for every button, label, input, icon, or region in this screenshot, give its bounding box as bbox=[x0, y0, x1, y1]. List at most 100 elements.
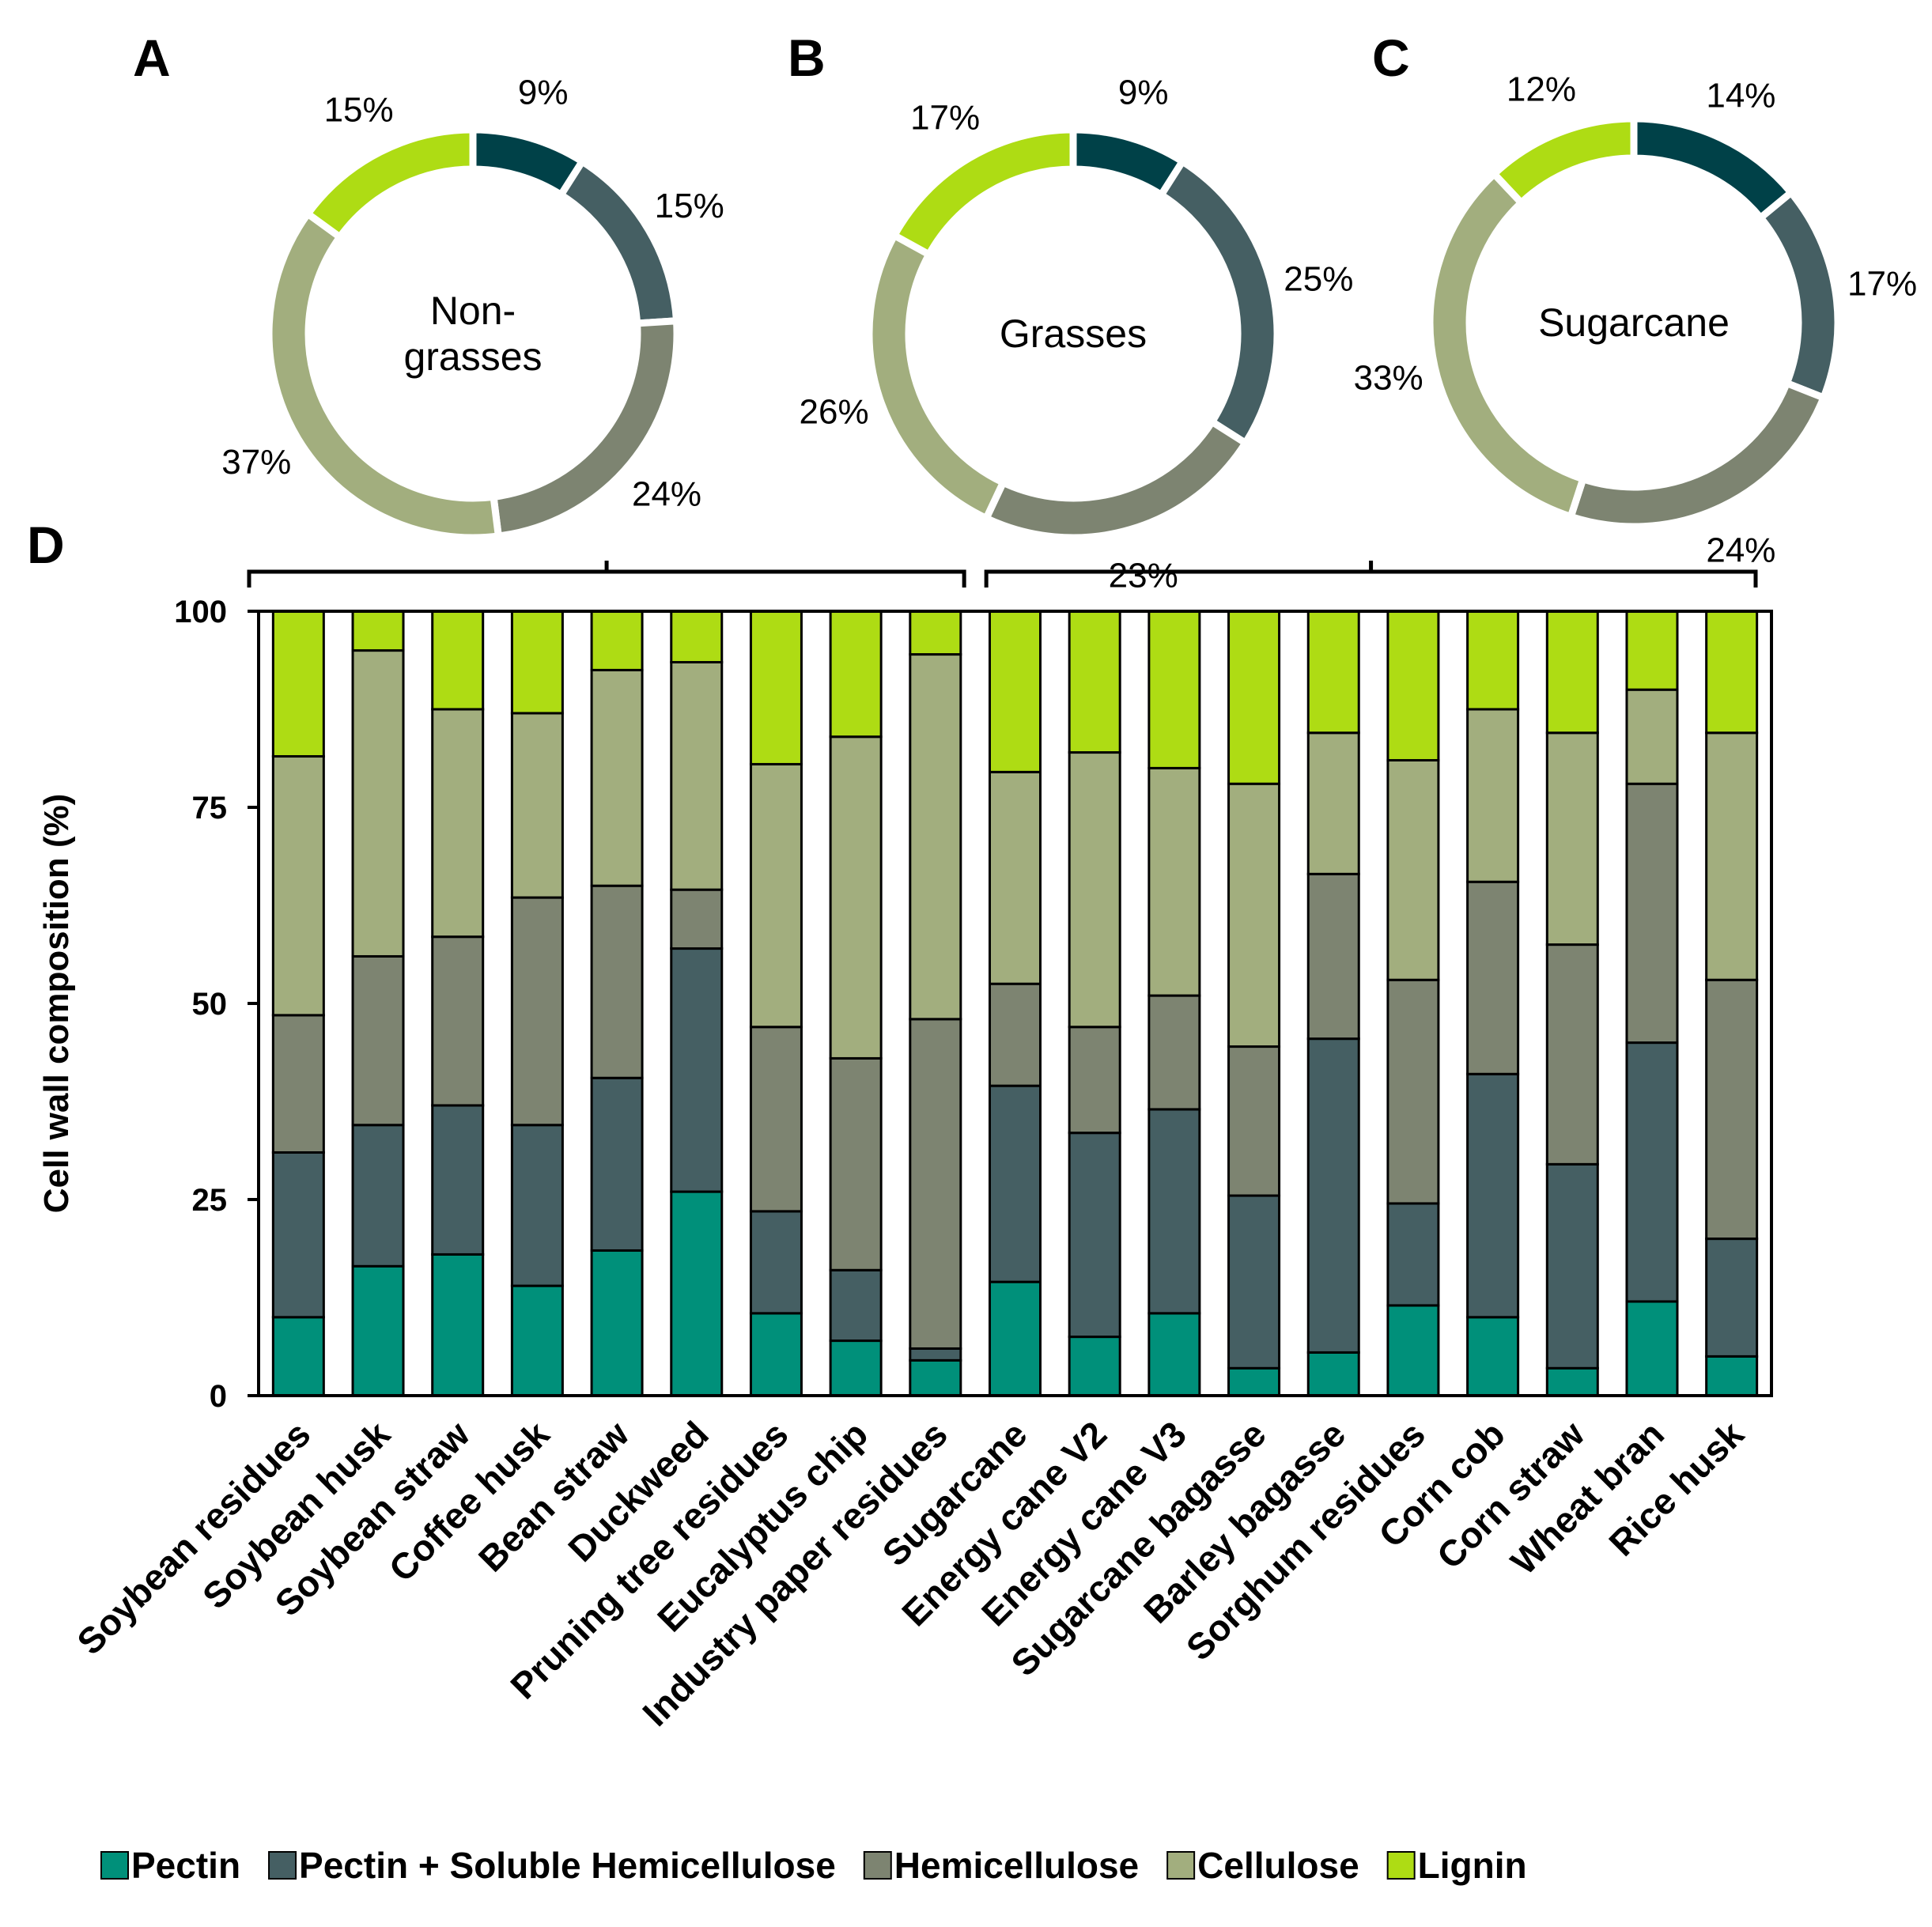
bar-segment-lignin bbox=[1386, 610, 1440, 761]
bar-segment-lignin bbox=[431, 610, 485, 711]
bar-segment-hemicellulose bbox=[590, 884, 644, 1079]
bar-segment-hemicellulose bbox=[1625, 782, 1679, 1045]
donut-c-pct-label: 33% bbox=[1354, 358, 1423, 397]
bar-segment-pectin-soluble-hemicellulose bbox=[590, 1076, 644, 1252]
legend: Pectin Pectin + Soluble Hemicellulose Hemi… bbox=[100, 1845, 1527, 1886]
bar-segment-lignin bbox=[989, 610, 1042, 773]
bar-stack bbox=[431, 610, 485, 1397]
legend-swatch bbox=[268, 1851, 297, 1880]
donut-panel-c: C 14% 17% 24% 33% 12% Sugarcane bbox=[1354, 28, 1918, 570]
bar-stack bbox=[1466, 610, 1520, 1397]
bar-stack bbox=[590, 610, 644, 1397]
donut-c-pct-label: 24% bbox=[1706, 531, 1775, 570]
bar-segment-pectin-soluble-hemicellulose bbox=[1545, 1162, 1599, 1370]
bar-segment-hemicellulose bbox=[1147, 994, 1201, 1111]
bar-segment-lignin bbox=[351, 610, 405, 652]
legend-swatch bbox=[863, 1851, 892, 1880]
bar-stack bbox=[1306, 610, 1360, 1397]
bar-segment-lignin bbox=[271, 610, 325, 758]
bar-segment-lignin bbox=[1545, 610, 1599, 735]
donut-c-pct-label: 14% bbox=[1706, 76, 1775, 115]
bar-segment-hemicellulose bbox=[670, 888, 724, 950]
bar-segment-cellulose bbox=[909, 653, 962, 1021]
donut-a-slice-lignin bbox=[302, 126, 477, 243]
bar-segment-pectin bbox=[1625, 1300, 1679, 1397]
donut-b-slice-cellulose bbox=[865, 230, 1008, 523]
bar-segment-cellulose bbox=[431, 708, 485, 939]
bar-segment-pectin-soluble-hemicellulose bbox=[989, 1084, 1042, 1283]
bar-stack bbox=[1147, 610, 1201, 1397]
donut-c-slice-cellulose bbox=[1426, 168, 1588, 522]
bar-segment-lignin bbox=[909, 610, 962, 656]
bar-segment-cellulose bbox=[510, 712, 564, 899]
bar-segment-pectin-soluble-hemicellulose bbox=[670, 947, 724, 1193]
donut-c-slice-hemicellulose bbox=[1566, 378, 1828, 531]
bar-segment-cellulose bbox=[1306, 731, 1360, 875]
bar-stack bbox=[1386, 610, 1440, 1397]
bracket-grasses bbox=[984, 561, 1758, 588]
y-tick-label: 75 bbox=[192, 791, 228, 826]
donut-a-pct-label: 15% bbox=[655, 187, 724, 225]
bar-segment-cellulose bbox=[271, 755, 325, 1017]
legend-item-hemicellulose: Hemicellulose bbox=[863, 1845, 1139, 1886]
bar-stack bbox=[1068, 610, 1121, 1397]
bar-segment-cellulose bbox=[749, 762, 803, 1029]
donut-b-slice-lignin bbox=[889, 126, 1077, 259]
panel-letter-b: B bbox=[788, 28, 826, 87]
donut-b-pct-label: 26% bbox=[800, 392, 869, 431]
bar-segment-lignin bbox=[1466, 610, 1520, 711]
bar-segment-pectin bbox=[431, 1253, 485, 1397]
donut-a-pct-label: 24% bbox=[632, 475, 701, 514]
panel-letter-c: C bbox=[1372, 28, 1410, 87]
bar-segment-pectin bbox=[829, 1339, 883, 1397]
legend-swatch bbox=[1166, 1851, 1196, 1880]
bar-stack bbox=[351, 610, 405, 1397]
bar-stack bbox=[1625, 610, 1679, 1397]
bar-segment-hemicellulose bbox=[510, 896, 564, 1127]
bar-segment-lignin bbox=[670, 610, 724, 663]
bar-segment-pectin-soluble-hemicellulose bbox=[351, 1124, 405, 1268]
bar-segment-lignin bbox=[1705, 610, 1759, 735]
bar-segment-pectin bbox=[1466, 1316, 1520, 1397]
bar-segment-cellulose bbox=[1227, 782, 1281, 1049]
bar-segment-hemicellulose bbox=[749, 1026, 803, 1213]
bar-segment-hemicellulose bbox=[989, 982, 1042, 1087]
legend-item-lignin: Lignin bbox=[1386, 1845, 1527, 1886]
bar-segment-lignin bbox=[590, 610, 644, 671]
bar-stack bbox=[1545, 610, 1599, 1397]
bar-segment-cellulose bbox=[1386, 758, 1440, 981]
y-tick-label: 100 bbox=[174, 595, 227, 629]
y-axis-label: Cell wall composition (%) bbox=[37, 794, 76, 1214]
bar-segment-pectin bbox=[670, 1190, 724, 1397]
donut-a-pct-label: 9% bbox=[518, 74, 569, 112]
donut-c-slice-pectin bbox=[1630, 115, 1797, 223]
bar-segment-hemicellulose bbox=[1705, 978, 1759, 1241]
legend-label: Pectin + Soluble Hemicellulose bbox=[299, 1845, 836, 1886]
y-tick-label: 50 bbox=[192, 987, 228, 1022]
donut-center-label: Non- bbox=[430, 289, 516, 333]
legend-item-pectin-soluble-hemicellulose: Pectin + Soluble Hemicellulose bbox=[268, 1845, 836, 1886]
panel-letter-a: A bbox=[133, 28, 171, 87]
donut-b-pct-label: 17% bbox=[910, 98, 980, 137]
bar-segment-pectin bbox=[510, 1284, 564, 1397]
bar-segment-pectin-soluble-hemicellulose bbox=[1625, 1041, 1679, 1303]
bar-segment-hemicellulose bbox=[271, 1014, 325, 1154]
bar-segment-hemicellulose bbox=[1068, 1026, 1121, 1135]
bar-segment-pectin-soluble-hemicellulose bbox=[1227, 1194, 1281, 1370]
bar-segment-lignin bbox=[1306, 610, 1360, 735]
donut-center-label: Grasses bbox=[1000, 312, 1147, 356]
bar-segment-pectin-soluble-hemicellulose bbox=[1147, 1108, 1201, 1315]
bar-segment-pectin-soluble-hemicellulose bbox=[1466, 1072, 1520, 1319]
bar-segment-pectin bbox=[1386, 1304, 1440, 1397]
bar-segment-cellulose bbox=[590, 668, 644, 887]
bar-segment-hemicellulose bbox=[1227, 1045, 1281, 1197]
bar-segment-lignin bbox=[1227, 610, 1281, 785]
bar-segment-pectin-soluble-hemicellulose bbox=[510, 1124, 564, 1287]
donut-a-pct-label: 15% bbox=[324, 91, 394, 130]
bar-segment-cellulose bbox=[351, 649, 405, 958]
bar-segment-pectin bbox=[989, 1280, 1042, 1397]
bar-segment-pectin-soluble-hemicellulose bbox=[431, 1104, 485, 1256]
y-tick-label: 0 bbox=[210, 1379, 227, 1414]
bar-segment-lignin bbox=[829, 610, 883, 739]
